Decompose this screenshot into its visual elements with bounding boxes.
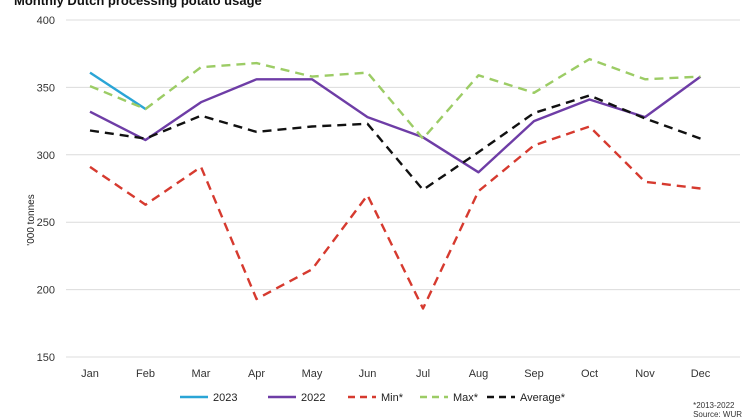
y-tick-label: 350 — [37, 82, 55, 94]
x-tick-label: Dec — [691, 368, 711, 380]
legend-label-2023: 2023 — [213, 392, 237, 404]
x-tick-label: Sep — [524, 368, 544, 380]
x-tick-label: May — [302, 368, 323, 380]
x-tick-label: Oct — [581, 368, 598, 380]
x-tick-label: Jun — [359, 368, 377, 380]
x-tick-label: Feb — [136, 368, 155, 380]
x-axis-ticks: Jan Feb Mar Apr May Jun Jul Aug Sep Oct Nov Dec — [81, 368, 711, 380]
series-line-2023 — [89, 71, 147, 111]
y-tick-label: 200 — [37, 285, 55, 297]
footnote: *2013-2022 Source: WUR — [693, 401, 742, 419]
legend-label-min: Min* — [381, 392, 404, 404]
series-line-average — [89, 94, 701, 191]
legend-label-average: Average* — [520, 392, 566, 404]
legend-label-2022: 2022 — [301, 392, 325, 404]
legend-label-max: Max* — [453, 392, 479, 404]
y-tick-label: 250 — [37, 217, 55, 229]
y-tick-label: 400 — [37, 15, 55, 27]
footnote-period: *2013-2022 — [693, 401, 735, 410]
x-tick-label: Nov — [635, 368, 655, 380]
x-tick-label: Aug — [469, 368, 489, 380]
x-tick-label: Mar — [192, 368, 211, 380]
legend: 2023 2022 Min* Max* Average* — [180, 392, 566, 404]
series-line-2022 — [89, 75, 702, 174]
y-tick-label: 300 — [37, 150, 55, 162]
y-axis-ticks: 150 200 250 300 350 400 — [37, 15, 55, 364]
gridlines — [66, 19, 740, 358]
series-lines — [89, 57, 702, 310]
x-tick-label: Jul — [416, 368, 430, 380]
series-line-min — [89, 125, 701, 310]
y-tick-label: 150 — [37, 352, 55, 364]
chart-title: Monthly Dutch processing potato usage — [14, 0, 262, 8]
x-tick-label: Apr — [248, 368, 265, 380]
series-line-max — [89, 57, 701, 140]
footnote-source: Source: WUR — [693, 410, 742, 419]
x-tick-label: Jan — [81, 368, 99, 380]
y-axis-label: '000 tonnes — [26, 194, 37, 245]
